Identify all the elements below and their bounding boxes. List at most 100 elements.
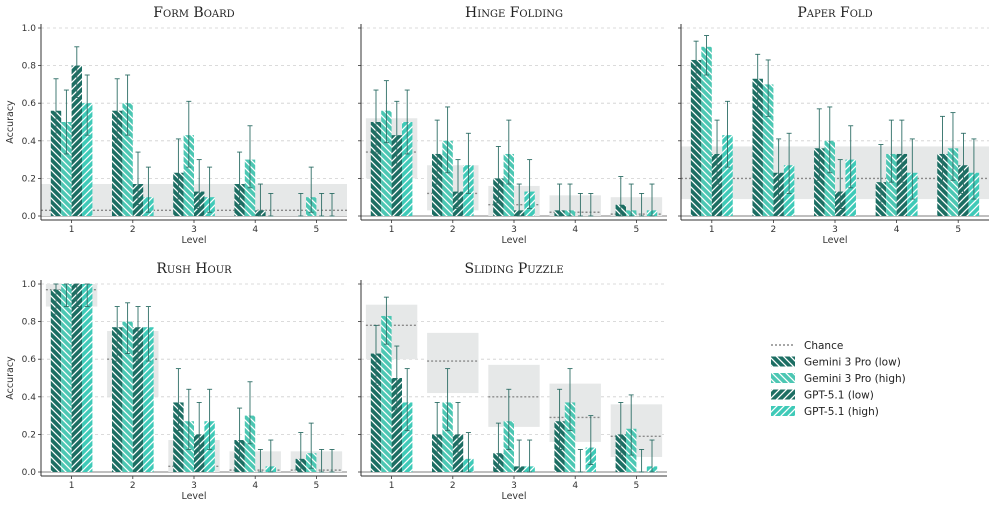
panel-title: Paper Fold — [797, 5, 872, 21]
y-tick-label: 0.0 — [22, 212, 37, 222]
panel-title: Hinge Folding — [465, 5, 563, 21]
x-tick-label: 2 — [771, 225, 777, 235]
bar — [690, 59, 702, 217]
bar — [71, 284, 83, 472]
bar — [701, 46, 712, 216]
y-tick-label: 0.4 — [22, 137, 37, 147]
legend-swatch — [771, 389, 795, 400]
x-tick-label: 1 — [389, 481, 395, 491]
x-tick-label: 2 — [130, 225, 136, 235]
x-tick-label: 4 — [572, 481, 578, 491]
x-tick-label: 5 — [314, 481, 320, 491]
y-tick-label: 0.8 — [22, 62, 37, 72]
bar — [370, 353, 382, 472]
bar — [61, 122, 72, 216]
panel-3: 1 2 3 4 5 Paper Fold Level — [678, 5, 989, 246]
panel-title: Rush Hour — [156, 261, 232, 277]
y-tick-label: 0.2 — [22, 430, 36, 440]
x-axis-label: Level — [822, 235, 847, 246]
y-axis-label: Accuracy — [5, 356, 16, 400]
x-tick-label: 4 — [572, 225, 578, 235]
y-tick-label: 0.0 — [22, 468, 37, 478]
x-tick-label: 3 — [191, 225, 197, 235]
bar — [111, 327, 123, 472]
panel-2: 1 2 3 4 5 Hinge Folding Level — [358, 5, 667, 246]
bar — [391, 378, 403, 472]
bar — [722, 135, 733, 216]
bar — [402, 122, 413, 216]
bar — [122, 103, 133, 216]
x-axis-label: Level — [501, 235, 526, 246]
bar — [711, 153, 723, 216]
bar — [111, 110, 123, 216]
bar — [503, 153, 514, 216]
x-tick-label: 3 — [511, 225, 517, 235]
x-tick-label: 3 — [191, 481, 197, 491]
y-axis-label: Accuracy — [5, 100, 16, 144]
legend-label: GPT-5.1 (high) — [804, 406, 879, 418]
legend-label: GPT-5.1 (low) — [804, 390, 874, 402]
chance-band — [427, 332, 479, 394]
bar — [61, 284, 72, 472]
x-tick-label: 3 — [511, 481, 517, 491]
y-tick-label: 0.2 — [22, 174, 36, 184]
bar — [381, 110, 392, 216]
bar — [442, 402, 453, 472]
bar — [814, 148, 825, 216]
panel-5: 1 2 3 4 5 Sliding Puzzle Level — [358, 261, 667, 502]
bar — [82, 284, 93, 472]
x-axis-label: Level — [181, 491, 206, 502]
x-tick-label: 4 — [894, 225, 900, 235]
panel-title: Sliding Puzzle — [464, 261, 563, 277]
legend-swatch — [771, 356, 795, 367]
legend-chance-label: Chance — [804, 340, 843, 352]
bar — [82, 103, 93, 216]
bar — [71, 65, 83, 216]
bar — [896, 153, 908, 216]
x-tick-label: 1 — [389, 225, 395, 235]
y-tick-label: 0.8 — [22, 318, 37, 328]
x-tick-label: 5 — [955, 225, 961, 235]
x-tick-label: 5 — [634, 225, 640, 235]
y-tick-label: 0.4 — [22, 393, 37, 403]
x-axis-label: Level — [181, 235, 206, 246]
x-tick-label: 1 — [709, 225, 715, 235]
x-tick-label: 2 — [130, 481, 136, 491]
bar — [143, 327, 154, 472]
bar — [402, 402, 413, 472]
panel-1: 1 2 3 4 5 0.0 0.2 0.4 0.6 0.8 1.0 Form Board Level Ac… — [5, 5, 347, 246]
bar — [370, 122, 382, 216]
x-tick-label: 1 — [69, 225, 75, 235]
x-tick-label: 2 — [450, 481, 456, 491]
bar — [762, 84, 774, 217]
bar — [381, 315, 392, 472]
legend-label: Gemini 3 Pro (high) — [804, 373, 906, 385]
x-axis-label: Level — [501, 491, 526, 502]
chance-band — [488, 364, 540, 427]
bar — [132, 327, 144, 472]
legend-swatch — [771, 373, 795, 383]
y-tick-label: 1.0 — [22, 280, 37, 290]
x-tick-label: 2 — [450, 225, 456, 235]
panel-4: 1 2 3 4 5 0.0 0.2 0.4 0.6 0.8 1.0 Rush Hour Level Acc… — [5, 261, 347, 502]
bar — [122, 321, 133, 472]
legend: Chance Gemini 3 Pro (low) Gemini 3 Pro (hi… — [771, 340, 906, 418]
bar — [50, 289, 62, 472]
bar — [752, 78, 763, 216]
x-tick-label: 4 — [252, 225, 258, 235]
bar — [431, 153, 443, 216]
legend-label: Gemini 3 Pro (low) — [804, 357, 901, 369]
x-tick-label: 4 — [252, 481, 258, 491]
y-tick-label: 0.6 — [22, 355, 37, 365]
x-tick-label: 1 — [69, 481, 75, 491]
x-tick-label: 5 — [314, 225, 320, 235]
bar — [564, 402, 576, 472]
y-tick-label: 1.0 — [22, 24, 37, 34]
bar — [391, 135, 403, 216]
bar — [50, 110, 62, 216]
bar — [824, 140, 835, 216]
bar — [886, 153, 897, 216]
x-tick-label: 3 — [832, 225, 838, 235]
bar — [937, 153, 948, 216]
